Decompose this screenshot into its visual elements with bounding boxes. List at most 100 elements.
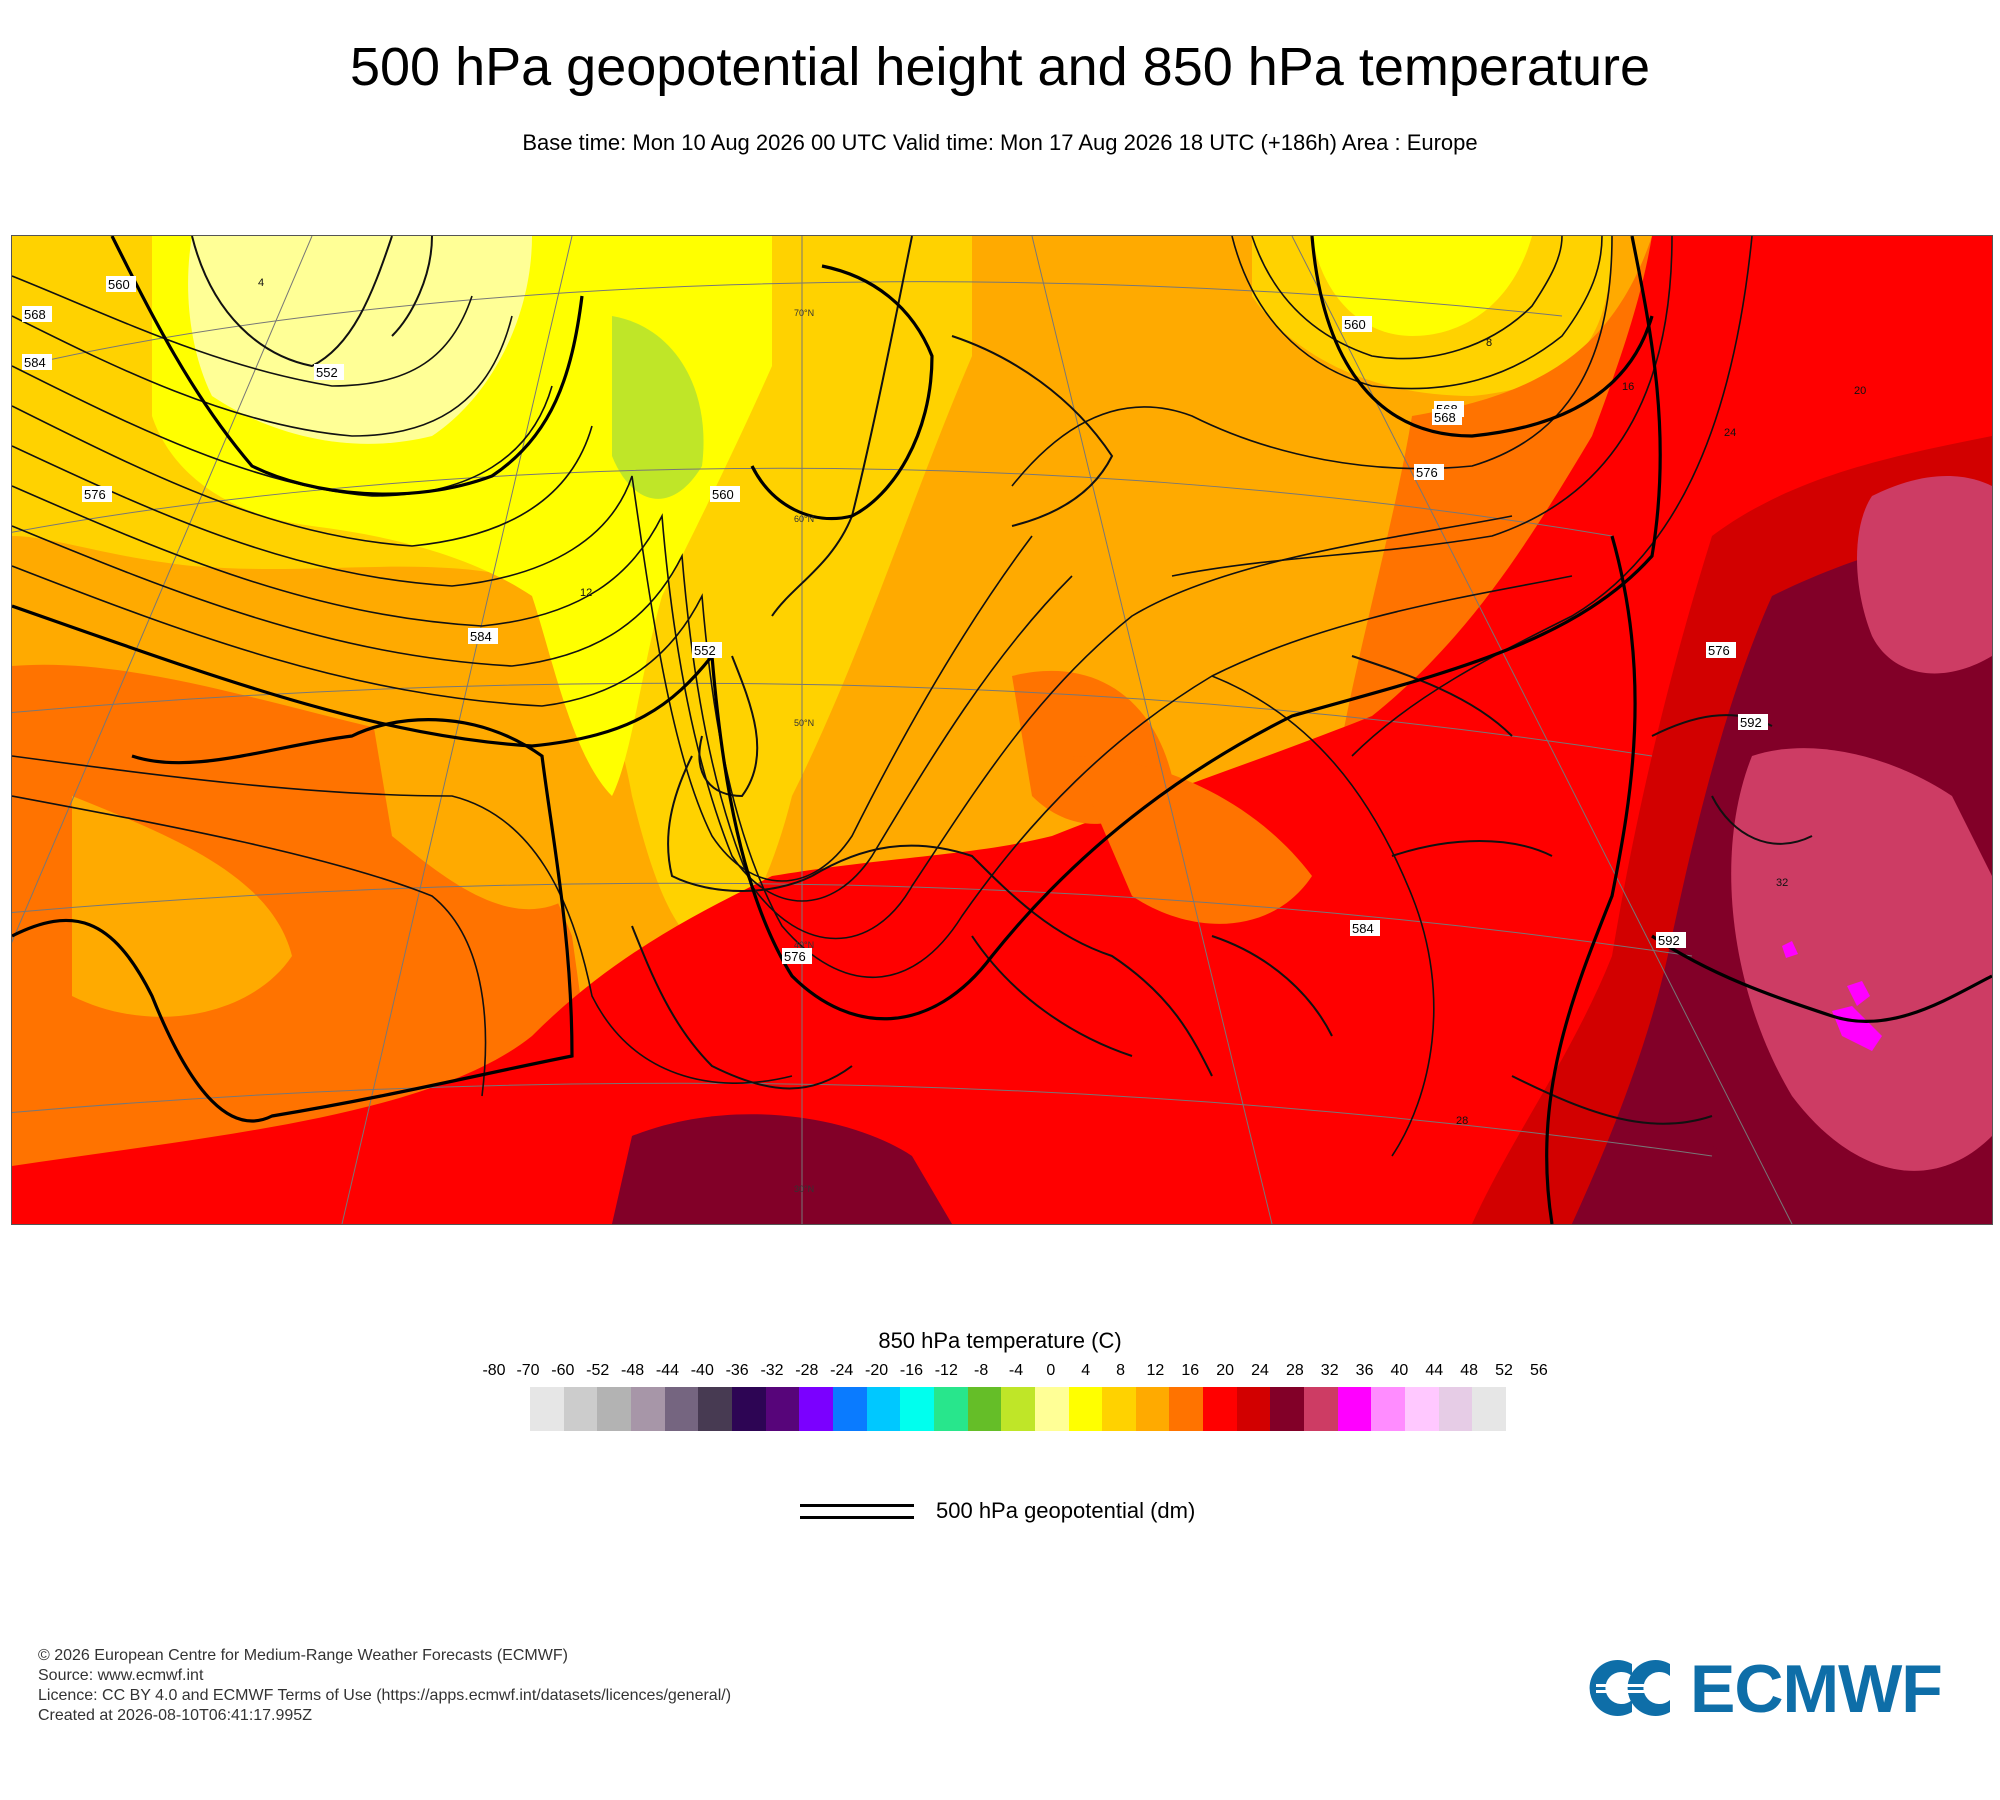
temp-field-32-north (1857, 476, 1992, 674)
temp-field-0 (188, 236, 532, 444)
legend-tick-label: 20 (1216, 1362, 1235, 1379)
legend-swatch (1135, 1387, 1170, 1431)
legend-tick-label: 52 (1495, 1362, 1513, 1379)
temp-label: 20 (1854, 385, 1866, 397)
legend-title: 850 hPa temperature (C) (878, 1328, 1122, 1353)
forecast-map[interactable]: 552 560 568 576 584 592 560 568 576 584 … (11, 235, 1993, 1225)
contour-label: 576 (84, 487, 106, 502)
legend-tick-label: -40 (690, 1362, 714, 1379)
contour-label: 560 (108, 277, 130, 292)
legend-tick-label: -44 (655, 1362, 679, 1379)
source-text[interactable]: Source: www.ecmwf.int (38, 1667, 204, 1684)
legend-swatch (1001, 1387, 1035, 1431)
legend-tick-label: -20 (865, 1362, 889, 1379)
legend-swatch (597, 1387, 631, 1431)
legend-swatch (1236, 1387, 1271, 1431)
legend-ticks: -80 -70 -60 -52 -48 -44 -40 -36 -32 -28 -24 -20 -16-… (480, 1362, 1547, 1386)
temp-label: 4 (258, 277, 264, 289)
geopotential-contours (12, 236, 1753, 1157)
contour-label: 568 (24, 307, 46, 322)
legend-tick-label: 36 (1355, 1362, 1374, 1379)
legend-swatch (832, 1387, 867, 1431)
temp-field-28-sahara (612, 1114, 952, 1224)
contour-label: 552 (316, 365, 338, 380)
created-text: Created at 2026-08-10T06:41:17.995Z (38, 1707, 312, 1724)
temp-field-36-b (1832, 1006, 1882, 1051)
legend-swatch (1438, 1387, 1473, 1431)
temp-field-20 (12, 236, 1992, 1224)
map-canvas: 552 560 568 576 584 592 560 568 576 584 … (12, 236, 1992, 1224)
temp-field-32 (1731, 748, 1992, 1171)
legend-swatch (933, 1387, 968, 1431)
temp-field-36-a (1847, 981, 1870, 1006)
contour-label: 576 (784, 949, 806, 964)
footer: © 2026 European Centre for Medium-Range … (38, 1646, 731, 1726)
legend-tick-label: -8 (974, 1362, 989, 1379)
legend-tick-label: -80 (482, 1362, 506, 1379)
legend-swatch (1034, 1387, 1069, 1431)
contour-label: 560 (712, 487, 734, 502)
temp-label: 16 (1622, 381, 1634, 393)
legend-swatch (900, 1387, 934, 1431)
legend-tick-label: -52 (586, 1362, 610, 1379)
coastlines (191, 236, 1813, 1125)
legend-swatch (1068, 1387, 1103, 1431)
legend-tick-label: -24 (830, 1362, 854, 1379)
contour-label: 576 (1708, 643, 1730, 658)
temp-label: 28 (1456, 1115, 1468, 1127)
legend-tick-label: 4 (1081, 1362, 1091, 1379)
legend-tick-label: 12 (1146, 1362, 1165, 1379)
licence-text[interactable]: Licence: CC BY 4.0 and ECMWF Terms of Us… (38, 1687, 732, 1704)
temp-field-36-c (1782, 941, 1798, 958)
legend-tick-label: 28 (1285, 1362, 1304, 1379)
ecmwf-logo[interactable]: ECMWF (1588, 1651, 1964, 1727)
legend-tick-label: 32 (1320, 1362, 1339, 1379)
legend-swatch (1203, 1387, 1237, 1431)
legend-swatch (967, 1387, 1002, 1431)
contour-label: 560 (1344, 317, 1366, 332)
legend-tick-label: 16 (1181, 1362, 1200, 1379)
legend-swatch (1169, 1387, 1204, 1431)
contour-label: 552 (694, 643, 716, 658)
temp-label: 12 (580, 587, 592, 599)
temp-field-4-ne (1312, 236, 1532, 336)
legend-tick-label: -28 (795, 1362, 819, 1379)
legend-tick-label: -32 (760, 1362, 784, 1379)
legend-tick-label: 8 (1116, 1362, 1126, 1379)
contour-label: 592 (1740, 715, 1762, 730)
legend-tick-label: -16 (899, 1362, 923, 1379)
contour-label: 584 (24, 355, 46, 370)
contour-label: 584 (470, 629, 492, 644)
legend-swatch (799, 1387, 833, 1431)
temp-label-group: 4 8 12 16 20 24 28 32 (258, 277, 1866, 1127)
temp-label: 32 (1776, 877, 1788, 889)
legend-tick-label: 40 (1390, 1362, 1409, 1379)
ecmwf-logo-text: ECMWF (1690, 1651, 1943, 1727)
contour-label: 584 (1352, 921, 1374, 936)
legend-swatch (1371, 1387, 1406, 1431)
lat-label: 70°N (794, 308, 814, 318)
legend-tick-label: 48 (1460, 1362, 1479, 1379)
legend-swatch (1270, 1387, 1305, 1431)
copyright-text: © 2026 European Centre for Medium-Range … (38, 1647, 568, 1664)
ecmwf-logo-icon (1589, 1660, 1676, 1716)
contour-label-group: 552 560 568 576 584 592 560 568 576 584 … (22, 276, 1768, 964)
legend-swatch (866, 1387, 901, 1431)
legend-swatch (630, 1387, 665, 1431)
legend-tick-label: 0 (1046, 1362, 1056, 1379)
contour-label: 592 (1658, 933, 1680, 948)
legend-swatch (698, 1387, 732, 1431)
legend-swatch (1472, 1387, 1507, 1431)
contour-label: 576 (1416, 465, 1438, 480)
lat-label: 50°N (794, 718, 814, 728)
legend-tick-label: -48 (621, 1362, 645, 1379)
chart-title: 500 hPa geopotential height and 850 hPa … (349, 37, 1650, 97)
geopotential-line-sample (800, 1504, 914, 1507)
temp-field-minus4 (612, 316, 704, 499)
legend-swatch (530, 1387, 564, 1431)
legend-tick-label: -70 (516, 1362, 540, 1379)
geopotential-contours-major (12, 236, 1992, 1224)
chart-subtitle: Base time: Mon 10 Aug 2026 00 UTC Valid … (522, 130, 1478, 155)
legend-tick-label: 44 (1425, 1362, 1444, 1379)
legend-colorbar (530, 1387, 1507, 1431)
